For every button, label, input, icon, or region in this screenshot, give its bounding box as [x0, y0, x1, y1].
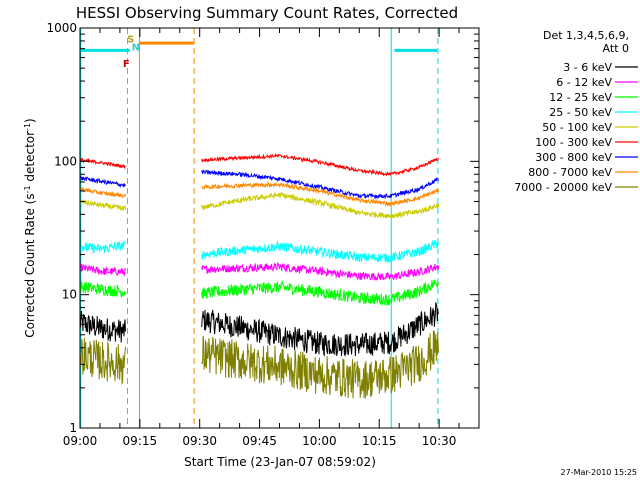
legend-label: 7000 - 20000 keV [514, 181, 612, 194]
annotation-s: S [127, 34, 134, 45]
series-line [79, 330, 440, 399]
legend-label: 300 - 800 keV [535, 151, 612, 164]
legend-header-line-1: Det 1,3,4,5,6,9, [543, 29, 629, 42]
x-tick-label: 09:00 [63, 434, 98, 448]
y-tick-label: 1000 [46, 21, 77, 35]
legend-label: 800 - 7000 keV [528, 166, 612, 179]
series-line [79, 169, 439, 200]
footer-timestamp: 27-Mar-2010 15:25 [561, 468, 638, 477]
legend-label: 25 - 50 keV [549, 106, 612, 119]
status-bars [80, 41, 438, 52]
annotation-f: F [123, 59, 130, 70]
y-tick-label: 1 [69, 421, 77, 435]
legend-label: 100 - 300 keV [535, 136, 612, 149]
x-tick-label: 09:30 [182, 434, 217, 448]
series-line [79, 181, 440, 207]
series-line [79, 240, 440, 264]
annotations: SNF [123, 34, 140, 70]
y-tick-label: 100 [54, 154, 77, 168]
x-tick-label: 10:30 [422, 434, 457, 448]
chart-title: HESSI Observing Summary Count Rates, Cor… [76, 4, 458, 22]
annotation-n: N [132, 42, 140, 53]
x-axis: 09:00 09:15 09:30 09:45 10:00 10:15 10:30 [63, 28, 480, 448]
legend-label: 12 - 25 keV [549, 91, 612, 104]
series-line [79, 261, 440, 281]
y-tick-label: 10 [62, 288, 77, 302]
legend: Det 1,3,4,5,6,9, Att 0 3 - 6 keV 6 - 12 k… [514, 29, 638, 194]
series-lines [79, 152, 440, 399]
series-line [79, 191, 440, 219]
x-tick-label: 09:15 [123, 434, 158, 448]
x-tick-label: 10:00 [302, 434, 337, 448]
legend-label: 50 - 100 keV [542, 121, 612, 134]
legend-label: 6 - 12 keV [556, 76, 612, 89]
legend-entries: 3 - 6 keV 6 - 12 keV 12 - 25 keV 25 - 50 ke… [514, 61, 638, 194]
series-line [79, 279, 440, 306]
legend-label: 3 - 6 keV [563, 61, 612, 74]
x-tick-label: 09:45 [242, 434, 277, 448]
series-line [79, 302, 440, 357]
legend-header-line-2: Att 0 [603, 42, 629, 55]
x-axis-label: Start Time (23-Jan-07 08:59:02) [184, 455, 376, 469]
series-line [79, 152, 439, 177]
y-axis-label: Corrected Count Rate (s-1 detector-1) [23, 118, 38, 337]
y-axis: 1 10 100 1000 [46, 21, 479, 435]
x-tick-label: 10:15 [362, 434, 397, 448]
